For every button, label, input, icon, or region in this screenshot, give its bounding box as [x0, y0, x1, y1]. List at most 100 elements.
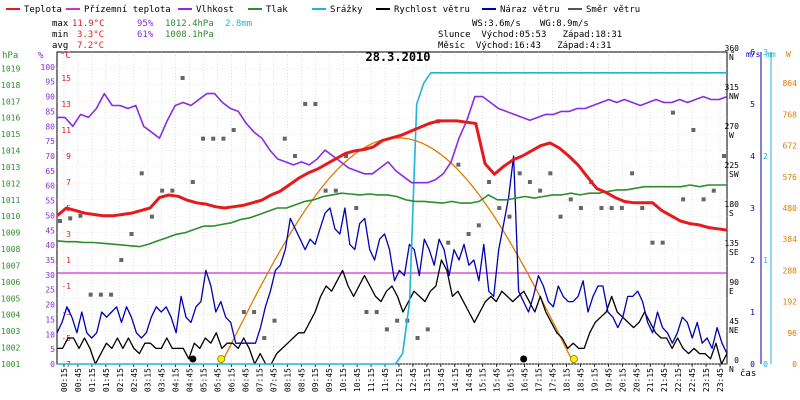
wind-direction-point	[170, 188, 175, 193]
x-tick-label: 05:15	[200, 368, 209, 392]
axis-title-percent: %	[38, 51, 44, 61]
tick-compass: SE	[729, 248, 739, 257]
tick-hpa: 1016	[1, 114, 20, 123]
x-tick-label: 00:45	[74, 368, 83, 392]
wind-direction-point	[252, 310, 257, 314]
tick-percent: 80	[45, 122, 55, 131]
x-tick-label: 16:45	[521, 368, 530, 392]
tick-celsius: 15	[61, 74, 71, 83]
wind-direction-point	[160, 188, 165, 193]
wind-direction-point	[711, 188, 716, 193]
wind-direction-point	[466, 232, 471, 236]
wind-direction-point	[354, 206, 359, 210]
axis-title-celsius: °C	[60, 51, 71, 61]
wind-direction-point	[384, 327, 389, 332]
tick-w: 192	[783, 298, 798, 307]
wind-direction-point	[609, 206, 614, 210]
wind-direction-point	[415, 336, 420, 340]
wind-direction-point	[211, 136, 216, 141]
rain-line	[57, 72, 727, 365]
x-tick-label: 06:45	[241, 368, 250, 392]
x-axis-label: čas	[740, 368, 756, 379]
tick-direction: 360	[725, 44, 740, 53]
wind-direction-point	[344, 154, 349, 158]
x-tick-label: 15:45	[493, 368, 502, 392]
tick-mm: 1	[763, 256, 768, 265]
tick-percent: 0	[50, 360, 55, 369]
tick-w: 672	[783, 142, 798, 151]
wind-direction-point	[691, 128, 696, 132]
x-tick-label: 22:45	[688, 368, 697, 392]
x-tick-label: 11:45	[381, 368, 390, 392]
x-tick-label: 04:15	[172, 368, 181, 392]
tick-ms: 6	[750, 48, 755, 57]
wind-direction-point	[374, 310, 379, 314]
tick-w: 768	[783, 110, 798, 119]
tick-mm: 3	[763, 48, 768, 57]
right-axes: °m/smmW0N45NE90E135SE180S225SW270W315NW3…	[725, 44, 798, 374]
wind-direction-point	[221, 136, 226, 141]
wind-direction-point	[446, 240, 451, 245]
tick-compass: S	[729, 209, 734, 218]
stat-min-temp: 3.3°C	[77, 30, 104, 40]
wind-direction-point	[333, 188, 338, 193]
tick-direction: 45	[729, 317, 739, 326]
sun-marker	[570, 355, 578, 363]
wind-direction-point	[109, 292, 114, 297]
x-tick-label: 19:15	[590, 368, 599, 392]
tick-ms: 1	[750, 308, 755, 317]
tick-hpa: 1006	[1, 278, 20, 287]
tick-hpa: 1002	[1, 344, 20, 353]
tick-compass: E	[729, 287, 734, 296]
wind-direction-point	[231, 128, 236, 132]
tick-hpa: 1019	[1, 64, 20, 73]
tick-percent: 100	[41, 63, 56, 72]
tick-w: 96	[787, 329, 797, 338]
x-tick-label: 22:15	[674, 368, 683, 392]
tick-ms: 3	[750, 204, 755, 213]
tick-compass: W	[729, 131, 734, 140]
info-block: WS:3.6m/s WG:8.9m/s Slunce Východ:05:53 …	[438, 19, 622, 51]
humidity-line	[57, 92, 728, 184]
x-tick-label: 08:45	[297, 368, 306, 392]
x-tick-label: 15:15	[479, 368, 488, 392]
tick-celsius: 1	[66, 256, 71, 265]
wind-direction-point	[262, 336, 267, 340]
x-tick-label: 08:15	[283, 368, 292, 392]
stat-avg-label: avg	[52, 41, 68, 51]
tick-hpa: 1009	[1, 229, 20, 238]
x-tick-label: 11:15	[367, 368, 376, 392]
tick-celsius: 11	[61, 126, 71, 135]
x-tick-label: 07:45	[269, 368, 278, 392]
tick-mm: 0	[763, 360, 768, 369]
tick-percent: 10	[45, 330, 55, 339]
x-tick-label: 07:15	[255, 368, 264, 392]
tick-ms: 5	[750, 100, 755, 109]
wind-direction-point	[323, 188, 328, 193]
legend-label: Teplota	[24, 5, 62, 15]
tick-ms: 2	[750, 256, 755, 265]
x-tick-label: 17:45	[549, 368, 558, 392]
tick-w: 384	[783, 235, 798, 244]
tick-hpa: 1010	[1, 212, 20, 221]
stat-max-hum: 95%	[137, 19, 154, 29]
tick-percent: 85	[45, 107, 55, 116]
tick-percent: 35	[45, 256, 55, 265]
wind-direction-point	[630, 171, 635, 176]
x-tick-label: 12:15	[395, 368, 404, 392]
stat-max-temp: 11.9°C	[72, 19, 105, 29]
tick-w: 864	[783, 79, 798, 88]
tick-compass: NW	[729, 92, 739, 101]
tick-w: 576	[783, 173, 798, 182]
x-tick-label: 03:15	[144, 368, 153, 392]
stat-avg-temp: 7.2°C	[77, 41, 104, 51]
tick-percent: 60	[45, 182, 55, 191]
tick-direction: 135	[725, 239, 740, 248]
wind-direction-point	[619, 206, 624, 210]
stat-max-press: 1012.4hPa	[165, 19, 214, 29]
wind-direction-point	[68, 216, 73, 221]
legend-label: Rychlost větru	[394, 5, 470, 15]
legend-label: Přízemní teplota	[84, 5, 171, 15]
axis-title-w: W	[786, 50, 791, 59]
tick-percent: 40	[45, 241, 55, 250]
